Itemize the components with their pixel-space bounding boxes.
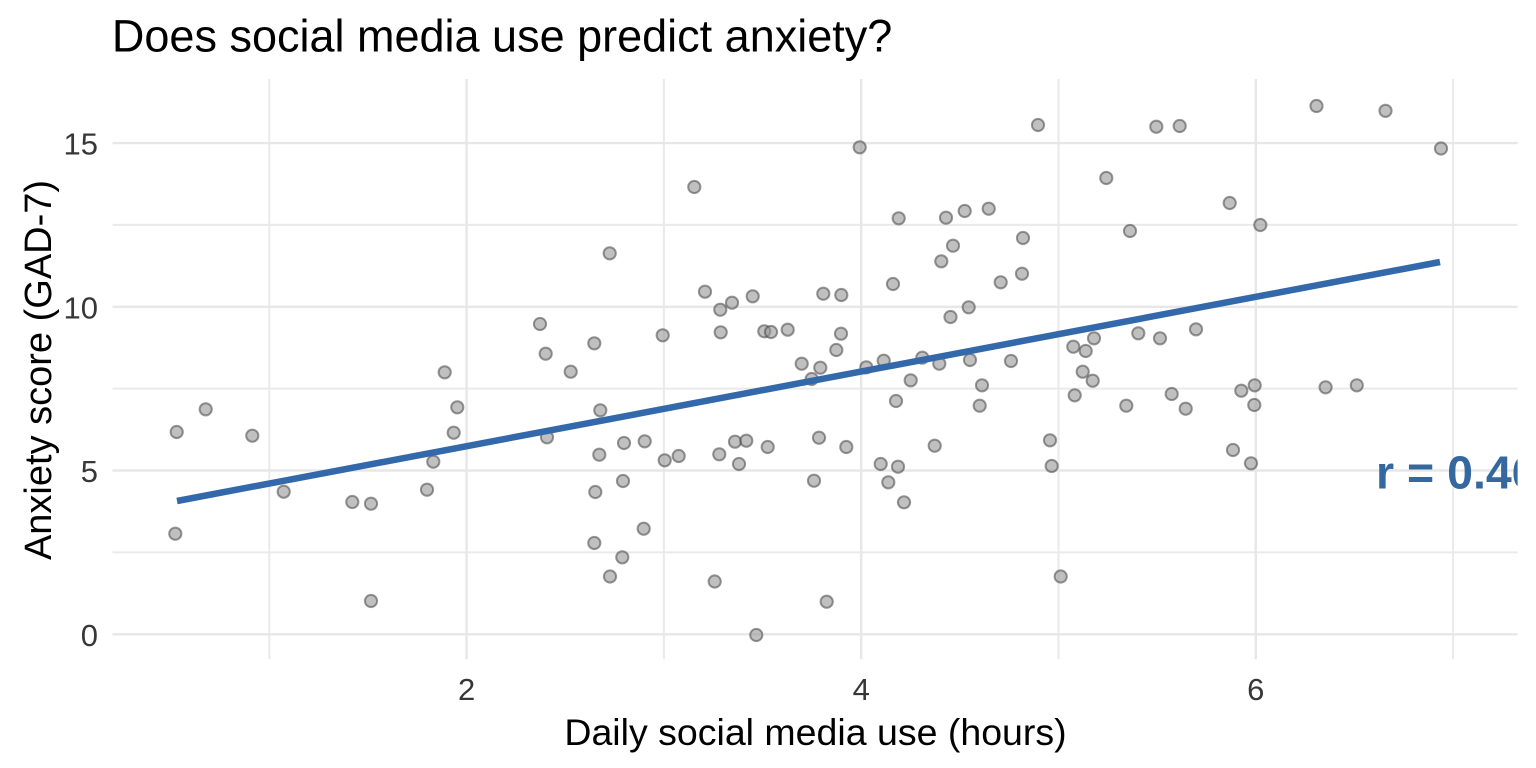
svg-text:Does social media use predict: Does social media use predict anxiety? [112,11,892,62]
svg-text:2: 2 [458,672,475,707]
svg-text:r = 0.46: r = 0.46 [1376,447,1536,499]
svg-text:Daily social media use (hours): Daily social media use (hours) [564,711,1066,753]
svg-text:4: 4 [853,672,870,707]
svg-text:5: 5 [81,454,98,489]
svg-text:10: 10 [64,290,98,325]
svg-text:0: 0 [81,618,98,653]
svg-text:6: 6 [1247,672,1264,707]
svg-text:15: 15 [64,127,98,162]
svg-text:Anxiety score (GAD-7): Anxiety score (GAD-7) [18,180,60,560]
